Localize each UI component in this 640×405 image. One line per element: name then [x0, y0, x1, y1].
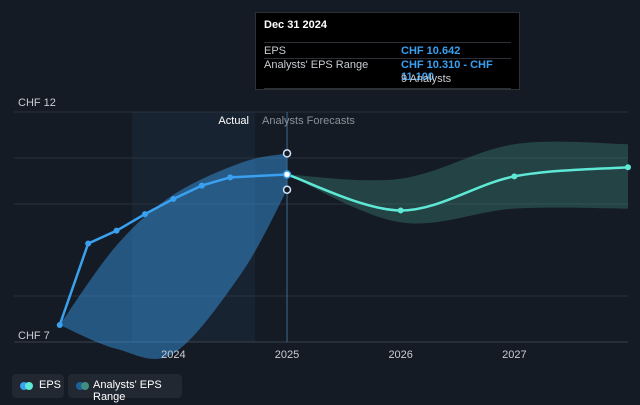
tooltip-range-value: CHF 10.310 - CHF 11.100 — [401, 59, 493, 83]
legend-dot-icon — [81, 382, 89, 390]
actual-region-label: Actual — [218, 115, 249, 127]
eps-range-band — [287, 141, 628, 224]
eps-point — [198, 182, 205, 189]
eps-point — [56, 321, 63, 328]
x-tick-label: 2025 — [275, 349, 299, 361]
past-year-shade — [132, 112, 255, 342]
legend-label-eps-range: Analysts' EPS Range — [93, 379, 162, 403]
x-tick-label: 2026 — [388, 349, 412, 361]
eps-range-band — [59, 153, 288, 359]
forecast-point — [625, 164, 631, 171]
x-tick-label: 2024 — [161, 349, 185, 361]
y-axis-top-label: CHF 12 — [18, 97, 56, 109]
tooltip-eps-value: CHF 10.642 — [401, 45, 461, 57]
tooltip-range-label: Analysts' EPS Range — [264, 59, 369, 71]
y-axis-bottom-label: CHF 7 — [18, 330, 50, 342]
forecast-point — [511, 173, 518, 180]
forecast-region-label: Analysts Forecasts — [262, 115, 355, 127]
range-endpoint-marker — [282, 185, 292, 194]
legend-label-eps: EPS — [39, 379, 62, 391]
tooltip-eps-label: EPS — [264, 45, 287, 57]
tooltip-divider — [264, 58, 511, 59]
eps-point — [141, 211, 148, 218]
legend-item-eps-range[interactable]: Analysts' EPS Range — [68, 374, 182, 403]
tooltip-range-row: Analysts' EPS Range CHF 10.310 - CHF 11.… — [264, 59, 511, 83]
data-tooltip: Dec 31 2024 EPS CHF 10.642 Analysts' EPS… — [255, 12, 520, 90]
eps-point — [113, 227, 120, 234]
eps-point — [85, 240, 92, 247]
eps-point — [170, 195, 177, 202]
eps-point — [227, 174, 234, 181]
forecast-point — [397, 207, 404, 214]
tooltip-analysts-row: 9 Analysts — [264, 73, 511, 87]
tooltip-analysts-count: 9 Analysts — [401, 73, 452, 85]
eps-point — [282, 170, 292, 179]
tooltip-divider — [264, 42, 511, 43]
eps-forecast-line — [286, 165, 629, 212]
tooltip-divider — [264, 88, 511, 89]
x-tick-label: 2027 — [502, 349, 526, 361]
legend-dot-icon — [20, 382, 28, 390]
tooltip-eps-row: EPS CHF 10.642 — [264, 45, 511, 59]
tooltip-date: Dec 31 2024 — [264, 19, 327, 31]
legend-dot-icon — [25, 382, 33, 390]
range-endpoint-marker — [282, 149, 292, 158]
legend-item-eps[interactable]: EPS — [12, 374, 64, 398]
eps-line — [58, 173, 288, 326]
legend-dot-icon — [76, 382, 84, 390]
